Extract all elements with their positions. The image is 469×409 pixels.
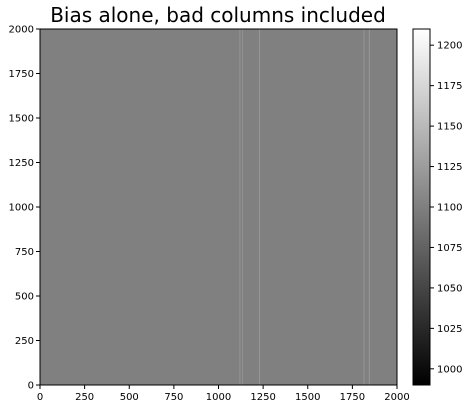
- x-tick-label-8: 2000: [384, 392, 409, 403]
- colorbar: [412, 28, 431, 386]
- colorbar-tick-label-6: 1150: [437, 122, 462, 133]
- x-axis: 0 250 500 750 1000 1250 1500 1750 2000: [37, 385, 410, 403]
- x-tick-label-1: 250: [75, 392, 94, 403]
- x-tick-label-6: 1500: [295, 392, 320, 403]
- plot-area: [40, 29, 397, 385]
- y-tick-label-5: 1250: [9, 158, 34, 169]
- colorbar-tick-label-7: 1175: [437, 81, 462, 92]
- y-tick-label-1: 250: [15, 336, 34, 347]
- colorbar-tick-label-4: 1100: [437, 203, 462, 214]
- y-axis: 0 250 500 750 1000 1250 1500 1750 2000: [9, 25, 40, 392]
- x-tick-label-4: 1000: [206, 392, 231, 403]
- x-tick-label-7: 1750: [340, 392, 365, 403]
- y-tick-label-2: 500: [15, 292, 34, 303]
- colorbar-tick-label-0: 1000: [437, 364, 462, 375]
- x-tick-label-5: 1250: [250, 392, 275, 403]
- colorbar-tick-label-2: 1050: [437, 283, 462, 294]
- bad-columns-layer: [239, 29, 370, 385]
- y-tick-label-4: 1000: [9, 203, 34, 214]
- colorbar-tick-label-1: 1025: [437, 324, 462, 335]
- x-tick-label-3: 750: [164, 392, 183, 403]
- y-tick-label-6: 1500: [9, 114, 34, 125]
- colorbar-tick-label-3: 1075: [437, 243, 462, 254]
- colorbar-tick-label-8: 1200: [437, 41, 462, 52]
- x-tick-label-2: 500: [120, 392, 139, 403]
- y-tick-label-0: 0: [28, 381, 34, 392]
- colorbar-axis: 1000 1025 1050 1075 1100 1125 1150 1175 1200: [430, 41, 462, 375]
- colorbar-tick-label-5: 1125: [437, 162, 462, 173]
- y-tick-label-7: 1750: [9, 69, 34, 80]
- x-tick-label-0: 0: [37, 392, 43, 403]
- y-tick-label-3: 750: [15, 247, 34, 258]
- chart-title: Bias alone, bad columns included: [50, 3, 386, 27]
- y-tick-label-8: 2000: [9, 25, 34, 36]
